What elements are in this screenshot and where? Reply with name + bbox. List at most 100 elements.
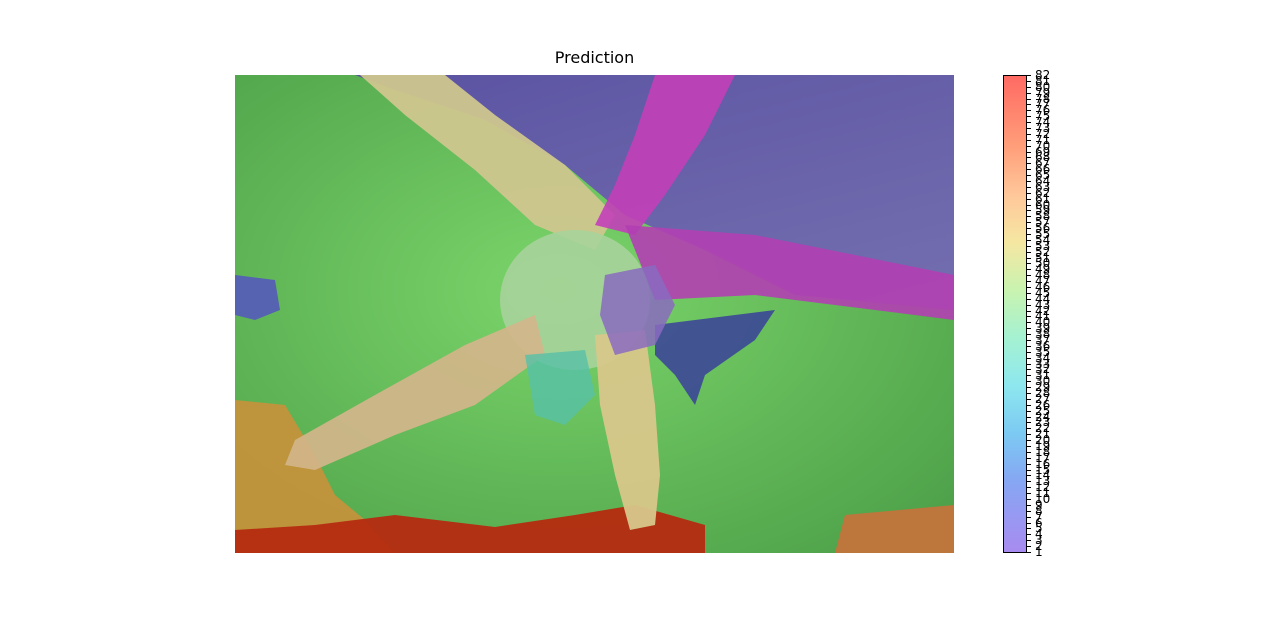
colorbar-tick-mark <box>1027 422 1031 424</box>
colorbar-tick-mark <box>1027 322 1031 324</box>
region-center-purple <box>600 265 675 355</box>
colorbar-tick-label: 79 <box>1035 85 1051 100</box>
colorbar-tick-label: 14 <box>1035 468 1051 483</box>
colorbar-tick-mark <box>1027 393 1031 394</box>
colorbar-tick-label: 67 <box>1035 156 1051 171</box>
colorbar-tick-mark <box>1027 363 1031 365</box>
colorbar-tick-mark <box>1027 163 1031 165</box>
colorbar-tick-label: 28 <box>1035 386 1051 400</box>
colorbar-tick-mark <box>1027 104 1031 106</box>
colorbar-tick-label: 27 <box>1035 391 1051 406</box>
colorbar-tick-mark <box>1027 463 1031 465</box>
colorbar-tick-mark <box>1027 181 1031 182</box>
colorbar-tick-label: 49 <box>1035 262 1051 277</box>
colorbar-tick-label: 60 <box>1035 197 1051 212</box>
segmentation-overlay <box>235 75 954 553</box>
colorbar-tick-mark <box>1027 257 1031 259</box>
colorbar-tick-mark <box>1027 122 1031 124</box>
colorbar-tick-mark <box>1027 316 1031 318</box>
colorbar-tick-mark <box>1027 516 1031 518</box>
colorbar-tick-mark <box>1027 510 1031 512</box>
colorbar-tick-label: 44 <box>1035 291 1051 306</box>
colorbar-tick-mark <box>1027 457 1031 459</box>
colorbar-tick-mark <box>1027 210 1031 212</box>
colorbar-tick-label: 12 <box>1035 480 1051 495</box>
colorbar-tick-label: 75 <box>1035 109 1051 124</box>
colorbar-tick-mark <box>1027 540 1031 542</box>
colorbar-tick-mark <box>1027 440 1031 442</box>
colorbar-tick-label: 8 <box>1035 503 1043 518</box>
colorbar-tick-label: 71 <box>1035 132 1051 147</box>
colorbar-tick-mark <box>1027 469 1031 471</box>
colorbar-tick-mark <box>1027 387 1031 389</box>
region-arm-upper-right <box>595 75 735 235</box>
colorbar-tick-mark <box>1027 304 1031 306</box>
colorbar-tick-mark <box>1027 92 1031 94</box>
colorbar-tick-mark <box>1027 546 1031 548</box>
region-left-patch <box>235 275 280 320</box>
colorbar-tick-label: 36 <box>1035 338 1051 353</box>
colorbar-tick-label: 3 <box>1035 533 1043 548</box>
colorbar-tick-mark <box>1027 528 1031 530</box>
colorbar-tick-mark <box>1027 234 1031 235</box>
colorbar-tick-mark <box>1027 416 1031 418</box>
colorbar-tick-mark <box>1027 404 1031 406</box>
colorbar-tick-mark <box>1027 251 1031 253</box>
colorbar-tick-mark <box>1027 133 1031 135</box>
colorbar-tick-mark <box>1027 369 1031 371</box>
colorbar-tick-mark <box>1027 345 1031 347</box>
colorbar-tick-label: 47 <box>1035 274 1051 289</box>
colorbar-tick-label: 1 <box>1035 545 1043 559</box>
colorbar-tick-mark <box>1027 269 1031 271</box>
colorbar-tick-mark <box>1027 381 1031 383</box>
colorbar-tick-label: 26 <box>1035 397 1051 412</box>
colorbar-tick-mark <box>1027 493 1031 495</box>
colorbar-tick-label: 24 <box>1035 409 1051 424</box>
colorbar-tick-mark <box>1027 434 1031 436</box>
colorbar-tick-mark <box>1027 75 1031 76</box>
colorbar-tick-label: 40 <box>1035 315 1051 330</box>
colorbar-tick-mark <box>1027 151 1031 153</box>
colorbar-tick-label: 23 <box>1035 415 1051 430</box>
colorbar-tick-label: 29 <box>1035 380 1051 395</box>
colorbar-tick-label: 2 <box>1035 539 1043 554</box>
colorbar-tick-mark <box>1027 481 1031 483</box>
colorbar-tick-mark <box>1027 222 1031 224</box>
colorbar-tick-label: 63 <box>1035 179 1051 194</box>
colorbar-tick-label: 52 <box>1035 244 1051 259</box>
colorbar-tick-mark <box>1027 128 1031 129</box>
colorbar-tick-label: 37 <box>1035 333 1051 347</box>
colorbar-tick-label: 25 <box>1035 403 1051 418</box>
colorbar <box>1003 75 1027 553</box>
colorbar-tick-label: 56 <box>1035 221 1051 236</box>
colorbar-tick-mark <box>1027 228 1031 230</box>
colorbar-tick-mark <box>1027 499 1031 500</box>
colorbar-tick-label: 68 <box>1035 150 1051 165</box>
colorbar-tick-mark <box>1027 534 1031 536</box>
colorbar-tick-mark <box>1027 504 1031 506</box>
colorbar-tick-label: 33 <box>1035 356 1051 371</box>
colorbar-tick-mark <box>1027 552 1031 553</box>
colorbar-tick-label: 70 <box>1035 138 1051 153</box>
colorbar-tick-mark <box>1027 281 1031 283</box>
prediction-image <box>235 75 954 553</box>
region-shadow <box>655 310 775 405</box>
colorbar-tick-mark <box>1027 98 1031 100</box>
colorbar-tick-label: 41 <box>1035 309 1051 324</box>
colorbar-tick-label: 64 <box>1035 174 1051 188</box>
colorbar-tick-label: 18 <box>1035 444 1051 459</box>
colorbar-tick-mark <box>1027 410 1031 412</box>
colorbar-tick-label: 76 <box>1035 103 1051 118</box>
colorbar-tick-label: 55 <box>1035 227 1051 241</box>
colorbar-ticks: 82 81 80 79 78 77 76 75 74 73 72 71 70 69 68 67 66 65 64 63… <box>1027 68 1087 559</box>
colorbar-tick-label: 43 <box>1035 297 1051 312</box>
colorbar-tick-label: 48 <box>1035 268 1051 283</box>
colorbar-tick-label: 45 <box>1035 285 1051 300</box>
colorbar-tick-mark <box>1027 239 1031 241</box>
colorbar-tick-mark <box>1027 398 1031 400</box>
colorbar-tick-label: 77 <box>1035 97 1051 112</box>
colorbar-tick-mark <box>1027 139 1031 141</box>
colorbar-tick-label: 46 <box>1035 280 1051 294</box>
colorbar-tick-label: 54 <box>1035 232 1051 247</box>
colorbar-tick-label: 81 <box>1035 73 1051 88</box>
